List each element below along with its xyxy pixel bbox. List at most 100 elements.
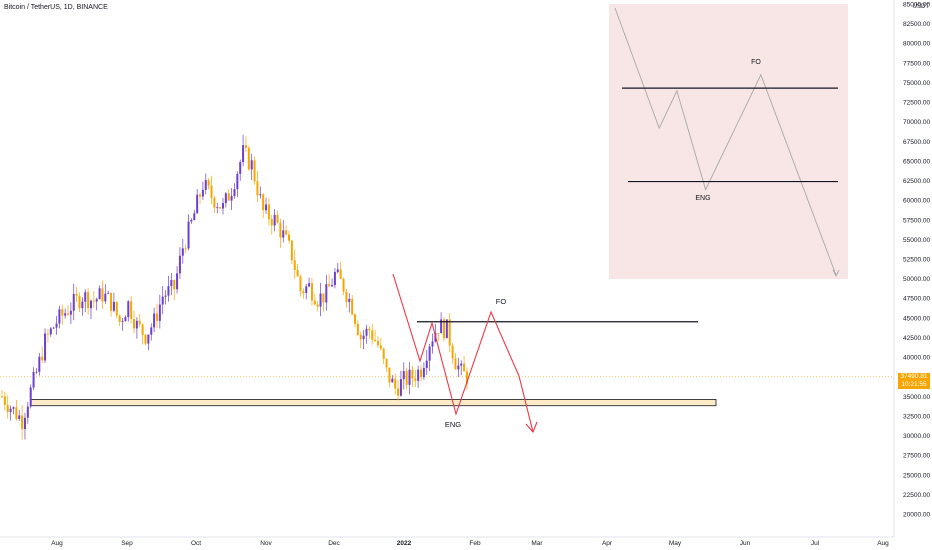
candle-body bbox=[256, 181, 259, 196]
y-tick-label: 50000.00 bbox=[903, 276, 930, 283]
candle-body bbox=[299, 276, 302, 292]
y-tick-label: 85000.00 bbox=[903, 2, 930, 9]
label-eng: ENG bbox=[445, 420, 461, 429]
y-tick-label: 42500.00 bbox=[903, 335, 930, 342]
candle-body bbox=[437, 333, 440, 334]
candle-body bbox=[379, 345, 382, 349]
candle-body bbox=[440, 319, 443, 334]
candle-body bbox=[135, 320, 138, 329]
candle-body bbox=[322, 293, 325, 303]
candle-body bbox=[414, 378, 417, 381]
candle-body bbox=[402, 371, 405, 380]
candle-body bbox=[178, 255, 181, 274]
candle-body bbox=[428, 346, 431, 361]
support-zone bbox=[30, 399, 717, 407]
candle-body bbox=[296, 269, 299, 277]
candle-body bbox=[285, 230, 288, 235]
candle-body bbox=[368, 328, 371, 331]
candle-body bbox=[221, 203, 224, 209]
candle-body bbox=[84, 292, 87, 302]
candle-body bbox=[397, 388, 400, 396]
x-tick-label: Mar bbox=[531, 540, 543, 547]
candle-body bbox=[382, 348, 385, 359]
candle-body bbox=[259, 194, 262, 196]
candle-body bbox=[3, 396, 6, 406]
candle-body bbox=[233, 189, 236, 196]
y-tick-label: 25000.00 bbox=[903, 472, 930, 479]
candle-body bbox=[230, 195, 233, 201]
candle-body bbox=[262, 194, 265, 211]
y-tick-label: 27500.00 bbox=[903, 453, 930, 460]
candle-body bbox=[319, 293, 322, 307]
candle-body bbox=[356, 323, 359, 335]
candle-body bbox=[190, 220, 193, 222]
x-tick-label: Sep bbox=[121, 540, 133, 547]
y-tick-label: 32500.00 bbox=[903, 413, 930, 420]
candle-body bbox=[267, 204, 270, 220]
y-tick-label: 70000.00 bbox=[903, 119, 930, 126]
candle-body bbox=[164, 295, 167, 297]
candle-body bbox=[118, 315, 121, 323]
x-tick-label: Jun bbox=[740, 540, 751, 547]
x-tick-label: Dec bbox=[328, 540, 340, 547]
candle-body bbox=[9, 408, 12, 412]
y-tick-label: 22500.00 bbox=[903, 492, 930, 499]
candle-body bbox=[445, 319, 448, 339]
candle-body bbox=[348, 298, 351, 303]
candle-body bbox=[325, 284, 328, 303]
candle-body bbox=[52, 327, 55, 329]
candle-body bbox=[420, 369, 423, 378]
pattern-arrowhead bbox=[525, 421, 538, 434]
candle-body bbox=[72, 293, 75, 311]
candle-body bbox=[442, 319, 445, 339]
candle-body bbox=[130, 301, 133, 320]
candle-body bbox=[308, 283, 311, 287]
candle-body bbox=[167, 286, 170, 296]
candle-body bbox=[365, 328, 368, 336]
candle-body bbox=[176, 273, 179, 290]
candle-body bbox=[210, 185, 213, 198]
candle-body bbox=[104, 293, 107, 302]
last-price-badge: 37490.81 10:21:55 bbox=[898, 372, 930, 389]
candle-body bbox=[460, 363, 463, 366]
candle-body bbox=[463, 363, 466, 372]
inset-arrowhead bbox=[832, 269, 840, 278]
candle-body bbox=[371, 330, 374, 340]
candle-body bbox=[150, 327, 153, 335]
y-tick-label: 77500.00 bbox=[903, 60, 930, 67]
bar-countdown: 10:21:55 bbox=[901, 380, 927, 388]
candle-body bbox=[170, 279, 173, 287]
candle-body bbox=[144, 334, 147, 344]
x-tick-label: Oct bbox=[191, 540, 201, 547]
inset-label-fo: FO bbox=[751, 59, 761, 66]
candle-body bbox=[115, 301, 118, 316]
candle-body bbox=[173, 279, 176, 290]
y-tick-label: 45000.00 bbox=[903, 315, 930, 322]
candle-body bbox=[328, 284, 331, 287]
candle-body bbox=[339, 269, 342, 279]
candle-body bbox=[422, 368, 425, 378]
candle-body bbox=[153, 313, 156, 328]
candle-body bbox=[250, 160, 253, 170]
candle-body bbox=[224, 193, 227, 204]
candle-body bbox=[201, 189, 204, 197]
candle-body bbox=[302, 291, 305, 293]
candle-body bbox=[336, 269, 339, 273]
chart-title: Bitcoin / TetherUS, 1D, BINANCE bbox=[4, 4, 108, 11]
y-tick-label: 60000.00 bbox=[903, 198, 930, 205]
candle-body bbox=[351, 298, 354, 315]
candle-body bbox=[75, 293, 78, 296]
candle-body bbox=[98, 288, 101, 300]
y-tick-label: 35000.00 bbox=[903, 394, 930, 401]
candle-body bbox=[342, 278, 345, 292]
candle-body bbox=[32, 372, 35, 388]
candle-body bbox=[138, 320, 141, 325]
candle-body bbox=[141, 324, 144, 335]
candle-body bbox=[204, 180, 207, 190]
candle-body bbox=[124, 317, 127, 322]
candle-body bbox=[244, 145, 247, 148]
candle-body bbox=[316, 304, 319, 307]
y-tick-label: 52500.00 bbox=[903, 257, 930, 264]
candle-body bbox=[388, 367, 391, 383]
